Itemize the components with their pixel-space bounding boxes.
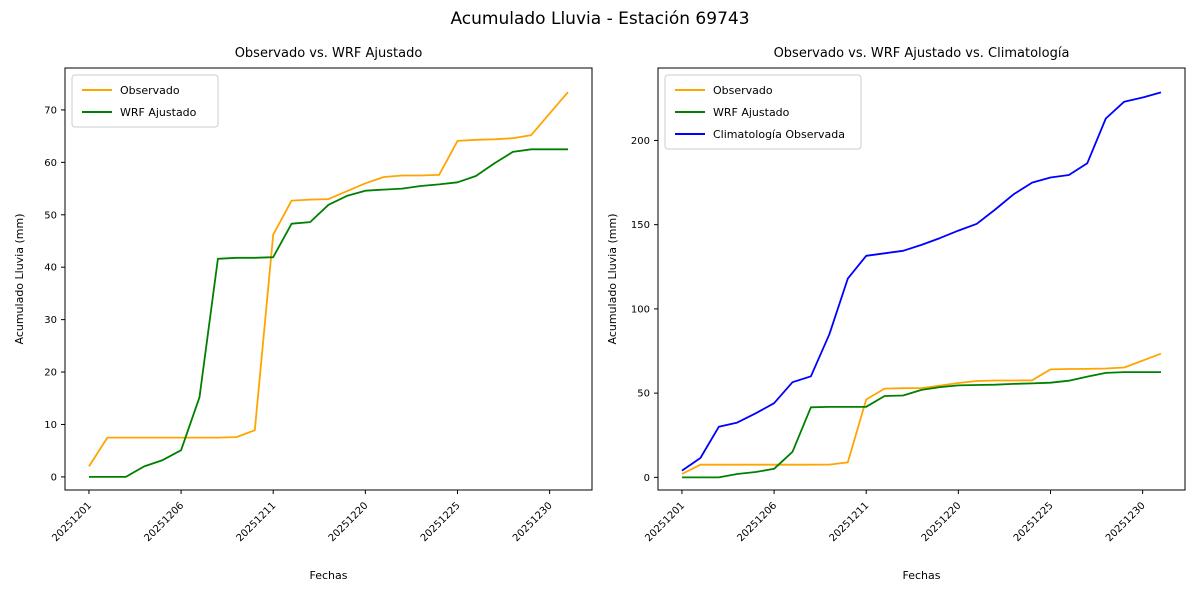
y-tick-label: 50 [637,389,650,400]
y-tick-label: 20 [44,368,57,379]
y-tick-label: 60 [44,158,57,169]
y-axis-label: Acumulado Lluvia (mm) [606,213,619,344]
axes-frame [657,67,1186,491]
series-line-observado [88,91,569,467]
x-tick-label: 20251211 [235,500,279,544]
subplot-right: 0 50 100 150 200 20251201 20251206 20251211 2025… [606,46,1186,582]
x-tick-label: 20251206 [735,500,779,544]
x-tick-label: 20251206 [142,500,186,544]
series-line-wrf-ajustado [682,371,1161,479]
legend-label: Observado [120,84,180,97]
y-tick-label: 30 [44,315,57,326]
y-tick-label: 100 [631,304,650,315]
y-tick-label: 0 [51,472,57,483]
series-line-observado [681,352,1162,475]
y-tick-label: 150 [631,220,650,231]
figure-suptitle: Acumulado Lluvia - Estación 69743 [450,9,750,29]
legend-box [664,74,862,150]
y-tick-label: 40 [44,263,57,274]
y-tick-label: 10 [44,420,57,431]
series-line-wrf-ajustado [89,148,568,478]
x-axis-label: Fechas [310,569,348,582]
legend-box [71,74,219,128]
subplot-title: Observado vs. WRF Ajustado vs. Climatolo… [774,46,1070,61]
legend-label: Observado [713,84,773,97]
subplot-left: 0 10 20 30 40 50 60 70 20251201 20251206 20251211 2… [13,46,593,582]
legend: Observado WRF Ajustado [71,74,219,128]
x-tick-label: 20251201 [50,500,94,544]
x-tick-label: 20251225 [419,500,463,544]
y-tick-label: 200 [631,136,650,147]
x-tick-label: 20251211 [828,500,872,544]
series-line-climatolog-a-observada [681,91,1162,472]
axes-frame [64,67,593,491]
legend-label: WRF Ajustado [120,106,197,119]
y-tick-label: 70 [44,105,57,116]
legend-label: WRF Ajustado [713,106,790,119]
x-tick-label: 20251220 [920,500,964,544]
x-tick-label: 20251201 [643,500,687,544]
y-tick-label: 0 [644,473,650,484]
legend: Observado WRF Ajustado Climatología Observ… [664,74,862,150]
x-tick-label: 20251220 [327,500,371,544]
x-tick-label: 20251230 [511,500,555,544]
legend-label: Climatología Observada [713,128,845,141]
y-axis-label: Acumulado Lluvia (mm) [13,213,26,344]
x-axis-label: Fechas [903,569,941,582]
y-tick-label: 50 [44,210,57,221]
x-tick-label: 20251225 [1012,500,1056,544]
x-tick-label: 20251230 [1104,500,1148,544]
subplot-title: Observado vs. WRF Ajustado [235,46,423,61]
